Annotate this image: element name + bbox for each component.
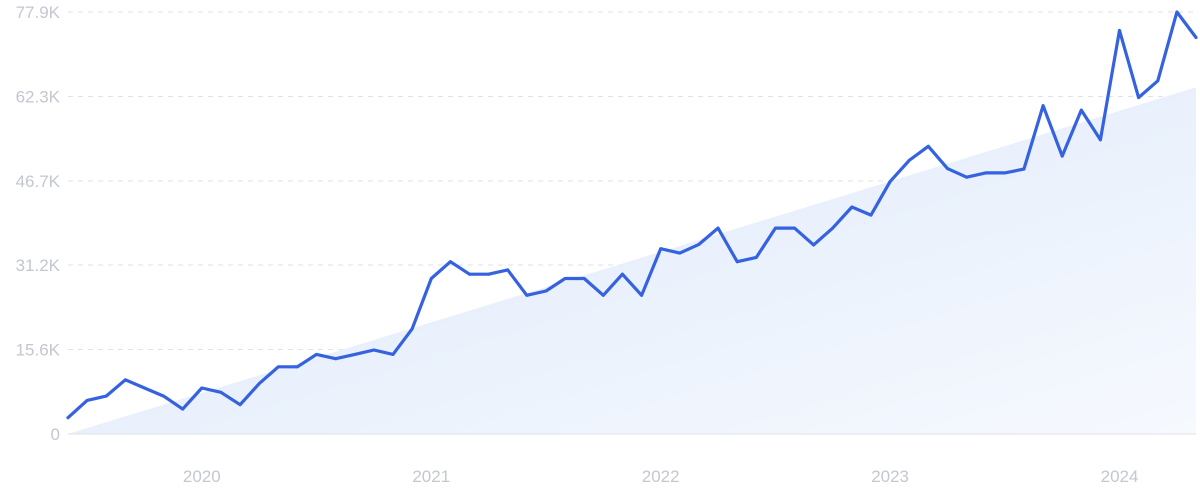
data-point	[907, 159, 911, 162]
data-point	[200, 386, 204, 390]
x-tick-label: 2024	[1101, 467, 1139, 486]
series-line	[66, 10, 1198, 420]
y-tick-labels: 0 15.6K 31.2K 46.7K 62.3K 77.9K	[16, 3, 61, 444]
data-point	[774, 226, 777, 230]
data-point	[372, 348, 376, 352]
data-point	[315, 353, 318, 356]
data-point	[124, 378, 127, 382]
data-point	[334, 357, 338, 361]
data-point	[793, 226, 796, 230]
data-point	[66, 416, 70, 420]
data-point	[1137, 96, 1140, 99]
data-point	[659, 247, 663, 251]
data-point	[640, 293, 643, 297]
y-tick-label: 77.9K	[16, 3, 61, 22]
data-point	[850, 205, 854, 209]
data-point	[869, 213, 873, 217]
series-line-group	[66, 10, 1198, 420]
x-tick-label: 2021	[412, 467, 450, 486]
data-point	[449, 260, 452, 264]
data-point	[812, 243, 815, 247]
data-point	[582, 277, 586, 280]
data-point	[1175, 10, 1179, 14]
data-point	[1079, 108, 1083, 112]
data-point	[1099, 138, 1102, 142]
data-point	[238, 403, 242, 407]
data-point	[353, 353, 357, 356]
data-point	[544, 289, 548, 293]
data-point	[391, 353, 395, 356]
x-tick-label: 2023	[871, 467, 909, 486]
data-point	[257, 382, 261, 385]
data-point	[1156, 79, 1160, 83]
data-point	[754, 256, 758, 259]
data-point	[965, 175, 968, 179]
data-point	[468, 272, 471, 276]
data-point	[1118, 29, 1121, 32]
data-point	[831, 226, 835, 230]
y-tick-label: 0	[51, 425, 60, 444]
data-point	[487, 272, 490, 276]
data-point	[621, 272, 624, 276]
data-point	[716, 226, 720, 230]
data-point	[429, 277, 433, 280]
data-point	[1022, 167, 1026, 171]
data-point	[1060, 154, 1064, 158]
trend-area	[68, 87, 1196, 434]
y-tick-label: 15.6K	[16, 340, 61, 359]
data-point	[735, 260, 739, 264]
data-point	[984, 171, 988, 175]
x-tick-labels: 2020 2021 2022 2023 2024	[183, 467, 1139, 486]
trend-area-shape	[68, 87, 1196, 434]
data-point	[506, 268, 510, 272]
data-point	[563, 277, 567, 280]
data-point	[946, 167, 949, 171]
data-point	[678, 251, 682, 255]
x-tick-label: 2022	[642, 467, 680, 486]
data-point	[1041, 104, 1045, 108]
data-point	[143, 386, 146, 390]
data-point	[888, 180, 892, 184]
data-point	[525, 293, 529, 297]
y-tick-label: 46.7K	[16, 172, 61, 191]
data-point	[219, 390, 223, 394]
y-tick-label: 62.3K	[16, 88, 61, 107]
data-point	[410, 327, 414, 331]
data-point	[926, 144, 930, 148]
data-point	[697, 243, 701, 246]
data-point	[1194, 36, 1198, 39]
data-point	[276, 365, 280, 369]
data-point	[601, 293, 605, 297]
x-tick-label: 2020	[183, 467, 221, 486]
data-point	[296, 365, 299, 369]
data-point	[1003, 171, 1007, 175]
y-tick-label: 31.2K	[16, 256, 61, 275]
data-point	[85, 399, 89, 402]
data-point	[181, 407, 185, 411]
data-point	[104, 394, 108, 398]
data-point	[162, 394, 166, 398]
